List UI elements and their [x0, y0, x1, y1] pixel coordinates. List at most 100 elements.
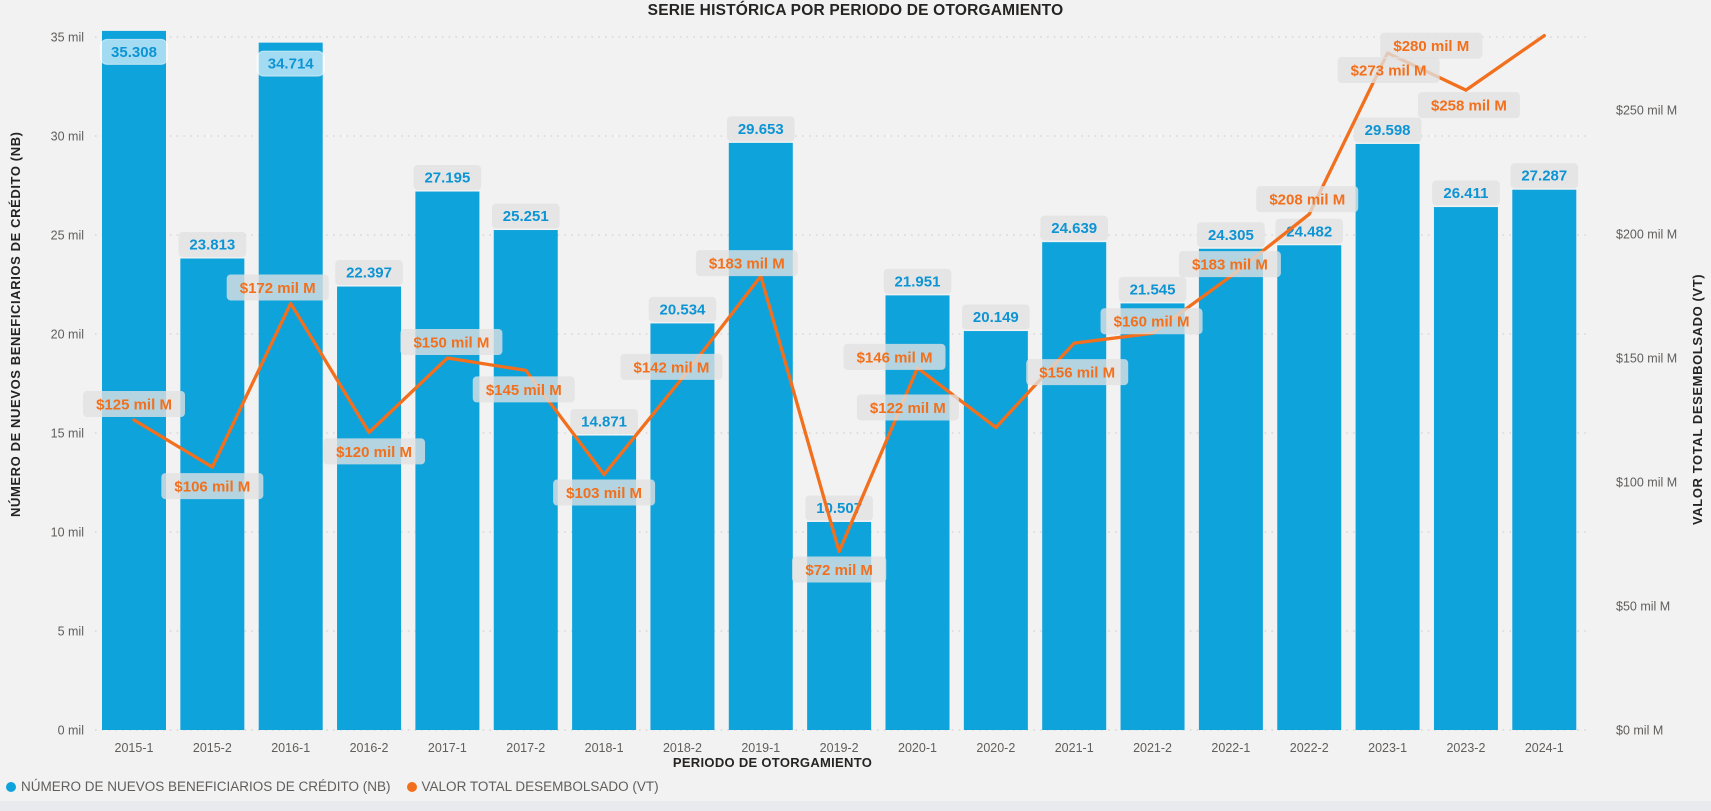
bar-label: 24.482	[1286, 223, 1332, 240]
bar-label-pill	[413, 165, 482, 191]
line-label: $125 mil M	[96, 397, 172, 414]
bar-label: 24.305	[1208, 227, 1254, 244]
x-axis-tick: 2021-2	[1133, 741, 1172, 755]
line-label-pill	[83, 391, 185, 417]
line-label-pill	[323, 438, 426, 465]
chart-title: SERIE HISTÓRICA POR PERIODO DE OTORGAMIE…	[647, 2, 1064, 19]
bar-label-pill	[1353, 117, 1422, 143]
bar-2023-1[interactable]	[1355, 143, 1420, 730]
line-label-pill	[695, 250, 798, 277]
bar-label-pill	[1432, 180, 1500, 206]
bar-label-pill	[570, 409, 638, 435]
x-axis-tick: 2020-2	[976, 741, 1015, 755]
bar-label: 23.813	[189, 237, 235, 254]
bar-label: 26.411	[1443, 185, 1488, 202]
line-label: $183 mil M	[709, 256, 785, 273]
bar-2015-1[interactable]	[102, 30, 166, 730]
right-axis-tick: $200 mil M	[1616, 228, 1677, 242]
bar-label-pill	[727, 116, 795, 142]
bar-2016-2[interactable]	[337, 286, 402, 730]
bar-label-pill	[1510, 163, 1579, 189]
bar-label: 21.545	[1130, 281, 1176, 298]
bar-label: 22.397	[346, 265, 392, 282]
line-label-pill	[1380, 32, 1483, 59]
vt-line[interactable]	[132, 33, 1546, 554]
bar-label-pill	[99, 38, 169, 65]
left-axis-tick: 10 mil	[51, 526, 84, 540]
bar-label: 14.871	[581, 414, 627, 431]
bar-2022-1[interactable]	[1198, 248, 1263, 731]
x-axis-tick: 2022-1	[1211, 741, 1250, 755]
bar-label: 24.639	[1051, 220, 1097, 237]
bar-2021-2[interactable]	[1120, 303, 1185, 730]
line-label: $120 mil M	[336, 444, 412, 461]
line-label: $156 mil M	[1039, 365, 1115, 382]
line-label-pill	[1417, 92, 1520, 119]
line-label-pill	[1100, 308, 1203, 335]
bar-label-pill	[335, 260, 403, 286]
line-label: $145 mil M	[486, 382, 562, 399]
bar-2017-2[interactable]	[493, 230, 558, 730]
bar-2019-1[interactable]	[728, 142, 793, 730]
bar-2024-1[interactable]	[1512, 189, 1577, 730]
left-axis-tick: 0 mil	[58, 724, 84, 738]
bar-label-pill	[178, 232, 247, 258]
left-axis-tick: 5 mil	[58, 625, 84, 639]
line-label-pill	[620, 353, 723, 380]
bar-2020-2[interactable]	[963, 331, 1028, 730]
legend-item-vt[interactable]: VALOR TOTAL DESEMBOLSADO (VT)	[406, 779, 659, 794]
bar-2019-2[interactable]	[807, 521, 872, 730]
x-axis-title: PERIODO DE OTORGAMIENTO	[672, 755, 873, 770]
line-label-pill	[400, 329, 503, 355]
left-axis-tick: 30 mil	[51, 130, 84, 144]
x-axis-tick: 2017-2	[506, 741, 545, 755]
bar-2021-1[interactable]	[1042, 242, 1107, 730]
right-axis-tick: $0 mil M	[1616, 724, 1663, 738]
x-axis-tick: 2020-1	[898, 741, 937, 755]
left-axis-tick: 35 mil	[51, 31, 84, 45]
bar-label-pill	[1118, 276, 1187, 302]
bar-2022-2[interactable]	[1277, 245, 1342, 730]
line-label-pill	[553, 479, 656, 506]
x-axis-tick: 2018-2	[663, 741, 702, 755]
bar-label-pill	[1275, 218, 1344, 244]
line-label-pill	[856, 394, 959, 421]
line-label: $183 mil M	[1192, 257, 1268, 274]
legend-item-nb[interactable]: NÚMERO DE NUEVOS BENEFICIARIOS DE CRÉDIT…	[6, 779, 391, 794]
right-axis-tick: $150 mil M	[1616, 352, 1677, 366]
line-label: $142 mil M	[634, 359, 710, 376]
bar-2016-1[interactable]	[258, 42, 323, 731]
line-label: $150 mil M	[413, 335, 489, 352]
bar-label-pill	[1197, 222, 1265, 248]
right-axis-title: VALOR TOTAL DESEMBOLSADO (VT)	[1690, 273, 1705, 525]
bar-2017-1[interactable]	[415, 191, 480, 730]
bar-label: 35.308	[111, 44, 157, 61]
line-label-pill	[161, 473, 264, 500]
x-axis-tick: 2019-2	[820, 741, 859, 755]
bar-label-pill	[962, 304, 1030, 330]
line-label-pill	[1256, 186, 1359, 213]
bar-label-pill	[648, 296, 717, 322]
left-axis-tick: 20 mil	[51, 328, 84, 342]
line-label-pill	[843, 343, 946, 370]
left-axis-title: NÚMERO DE NUEVOS BENEFICIARIOS DE CRÉDIT…	[8, 131, 23, 517]
line-label-pill	[1026, 359, 1129, 386]
right-axis-tick: $250 mil M	[1616, 104, 1677, 118]
bar-2023-2[interactable]	[1433, 207, 1498, 730]
line-label-pill	[226, 274, 329, 301]
x-axis-tick: 2016-2	[350, 741, 389, 755]
bar-label: 21.951	[895, 273, 941, 290]
x-axis-tick: 2019-1	[741, 741, 780, 755]
x-axis-tick: 2017-1	[428, 741, 467, 755]
line-label: $280 mil M	[1393, 38, 1469, 55]
bar-2018-2[interactable]	[650, 323, 715, 730]
bar-label: 27.195	[424, 170, 470, 187]
bar-label-pill	[883, 268, 952, 294]
line-label: $103 mil M	[566, 485, 642, 502]
legend-dot-blue-icon	[6, 781, 16, 792]
x-axis-tick: 2023-2	[1446, 741, 1485, 755]
right-axis-tick: $100 mil M	[1616, 476, 1677, 490]
line-label: $208 mil M	[1269, 192, 1345, 209]
